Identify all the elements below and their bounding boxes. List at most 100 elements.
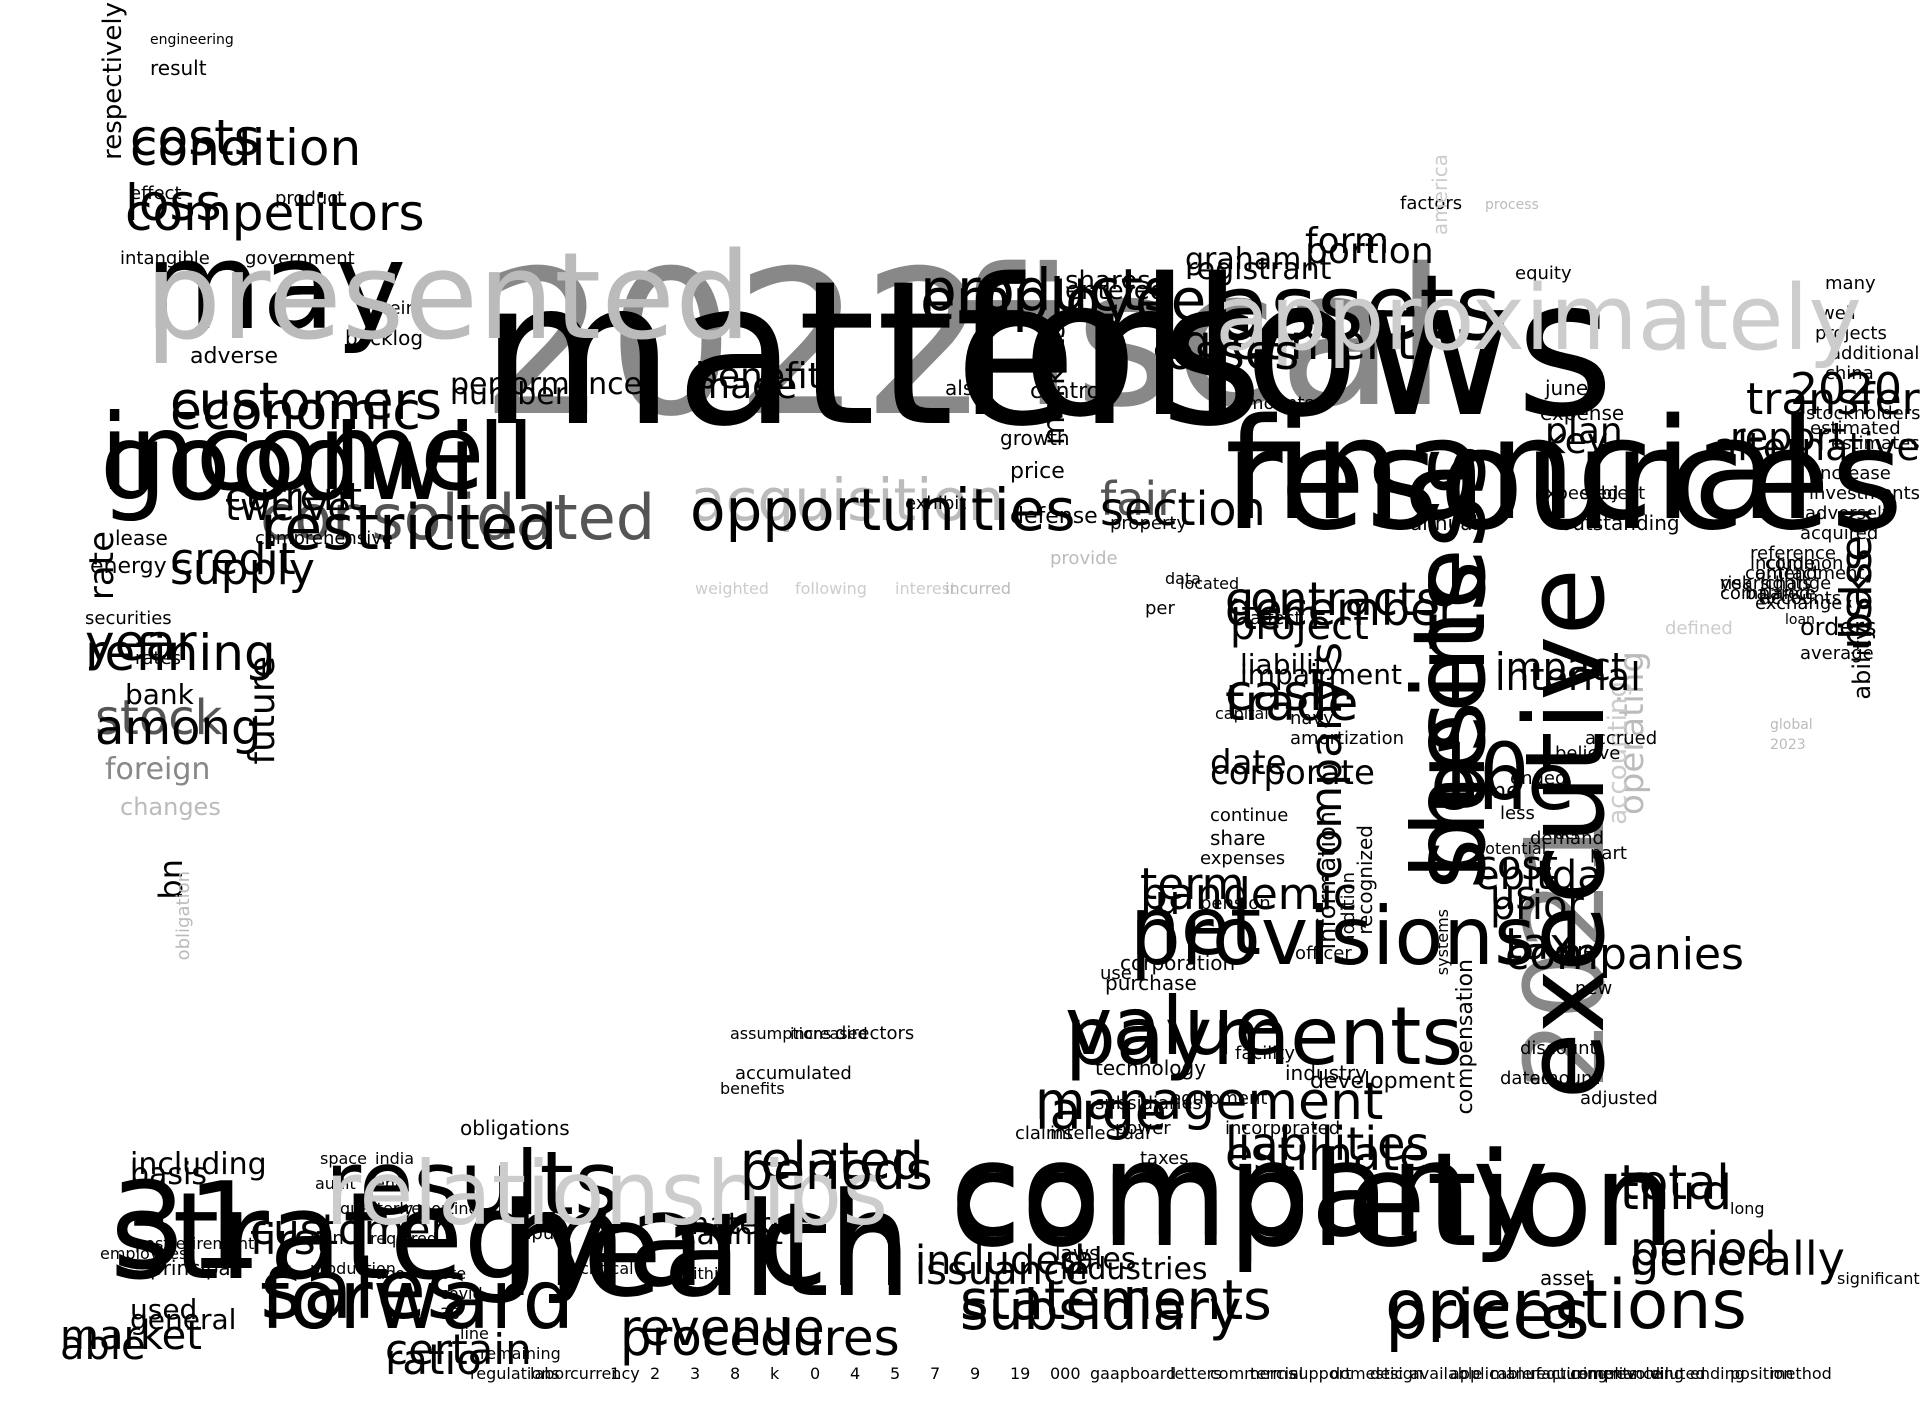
cloud-word: competitors — [125, 183, 425, 242]
cloud-word: 1 — [610, 1364, 621, 1384]
cloud-word: twelve — [225, 484, 351, 529]
cloud-word: act — [1555, 824, 1580, 844]
cloud-word: increased — [790, 1024, 868, 1044]
cloud-word: factors — [1400, 192, 1463, 214]
cloud-word: costs — [130, 108, 260, 167]
cloud-word: u — [1155, 878, 1181, 924]
cloud-word: control — [1030, 379, 1107, 405]
cloud-word: continue — [1210, 804, 1289, 826]
cloud-word: changes — [120, 792, 221, 821]
cloud-word: approximately — [1215, 265, 1862, 371]
cloud-word: impact — [1495, 644, 1626, 689]
cloud-word: subsidiary — [960, 1278, 1242, 1343]
cloud-word: corporation — [1120, 951, 1236, 975]
cloud-word: income — [100, 391, 485, 514]
cloud-word: health — [500, 1173, 912, 1326]
cloud-word: report — [1730, 414, 1847, 459]
cloud-word: section — [1100, 481, 1266, 536]
cloud-word: industries — [1060, 1251, 1208, 1287]
cloud-word: stock — [95, 690, 223, 747]
cloud-word: additional — [1830, 342, 1920, 364]
cloud-word: securities — [85, 607, 172, 629]
cloud-word: supply — [170, 543, 315, 595]
cloud-word: management — [1035, 1071, 1384, 1132]
cloud-word: loss — [125, 173, 222, 232]
cloud-word: strategy — [110, 1168, 611, 1307]
cloud-word: revolving — [1610, 1364, 1684, 1384]
cloud-word: trade — [1225, 673, 1359, 732]
cloud-word: certain — [385, 1325, 532, 1375]
cloud-word: performance — [450, 366, 643, 402]
cloud-word: subject — [1580, 482, 1646, 504]
cloud-word: per — [1145, 597, 1175, 619]
cloud-word: 4 — [850, 1364, 861, 1384]
cloud-word: equity — [1515, 262, 1572, 284]
cloud-word: sales — [260, 1243, 469, 1339]
cloud-word: compliance — [1570, 1364, 1662, 1384]
cloud-word: method — [1770, 1364, 1832, 1384]
cloud-word: herein — [360, 297, 417, 319]
cloud-word: presented — [145, 228, 752, 367]
cloud-word: postretirement — [135, 1234, 255, 1254]
cloud-word: orders — [1800, 612, 1877, 641]
cloud-word: contracts — [1225, 571, 1441, 626]
cloud-word: subsidiaries — [1095, 1092, 1202, 1114]
cloud-word: june — [1545, 376, 1589, 400]
cloud-word: expected — [1535, 482, 1619, 504]
cloud-word: loan — [1785, 612, 1815, 629]
cloud-word: exchange — [1755, 592, 1843, 614]
cloud-word: balance — [1745, 582, 1816, 604]
cloud-word: transfer — [1746, 373, 1920, 425]
cloud-word: equipment — [1170, 1087, 1268, 1109]
cloud-word: asset — [1540, 1266, 1594, 1290]
cloud-word: registrant — [1185, 251, 1332, 287]
cloud-word: design — [1370, 1364, 1424, 1384]
cloud-word: years — [1720, 572, 1770, 594]
cloud-word: reference — [1750, 542, 1836, 564]
cloud-word: upon — [375, 1264, 416, 1284]
cloud-word: applicable — [1450, 1364, 1533, 1384]
cloud-word: note — [430, 1264, 467, 1284]
cloud-word: claims — [1015, 1122, 1073, 1144]
cloud-word: refining — [85, 623, 276, 682]
cloud-word: amendment — [1755, 562, 1865, 584]
cloud-word: estimate — [1225, 1126, 1428, 1181]
cloud-word: issuance — [915, 1248, 1090, 1294]
cloud-word: use — [1100, 962, 1132, 984]
cloud-word: power — [1115, 1117, 1171, 1139]
cloud-word: graham — [1185, 241, 1302, 277]
cloud-word: ratio — [385, 1335, 482, 1385]
cloud-word: amounts — [1235, 392, 1314, 414]
cloud-word: key — [1545, 421, 1609, 463]
cloud-word: obligation — [173, 871, 194, 961]
cloud-word: new — [1575, 977, 1613, 999]
cloud-word: resources — [1225, 399, 1904, 562]
cloud-word: plan — [1545, 411, 1623, 453]
cloud-word: relationships — [325, 1142, 889, 1246]
cloud-word: procedures — [620, 1308, 900, 1367]
cloud-word: able — [60, 1323, 146, 1369]
cloud-word: completion — [950, 1123, 1676, 1276]
cloud-word: demand — [1530, 827, 1604, 849]
cloud-word: compared — [1720, 582, 1811, 604]
cloud-word: development — [1310, 1069, 1456, 1095]
cloud-word: item — [1230, 593, 1321, 639]
cloud-word: risks — [1831, 548, 1882, 650]
cloud-word: following — [795, 579, 867, 599]
cloud-word: gaap — [1090, 1364, 1130, 1384]
cloud-word: goodwill — [100, 401, 536, 524]
cloud-word: 2 — [650, 1364, 661, 1384]
cloud-word: amount — [1530, 1067, 1600, 1089]
cloud-word: support — [1290, 1364, 1352, 1384]
cloud-word: products — [920, 255, 1174, 324]
cloud-word: 31 — [110, 1158, 263, 1297]
cloud-word: estimated — [1810, 417, 1901, 439]
cloud-word: related — [740, 1131, 924, 1192]
cloud-word: well — [1820, 302, 1856, 324]
cloud-word: date — [1210, 743, 1287, 784]
cloud-word: company — [950, 1113, 1550, 1266]
cloud-word: basis — [130, 1156, 208, 1192]
cloud-word: common — [1765, 552, 1844, 574]
cloud-word: position — [1730, 1364, 1794, 1384]
cloud-word: america — [1428, 154, 1452, 236]
